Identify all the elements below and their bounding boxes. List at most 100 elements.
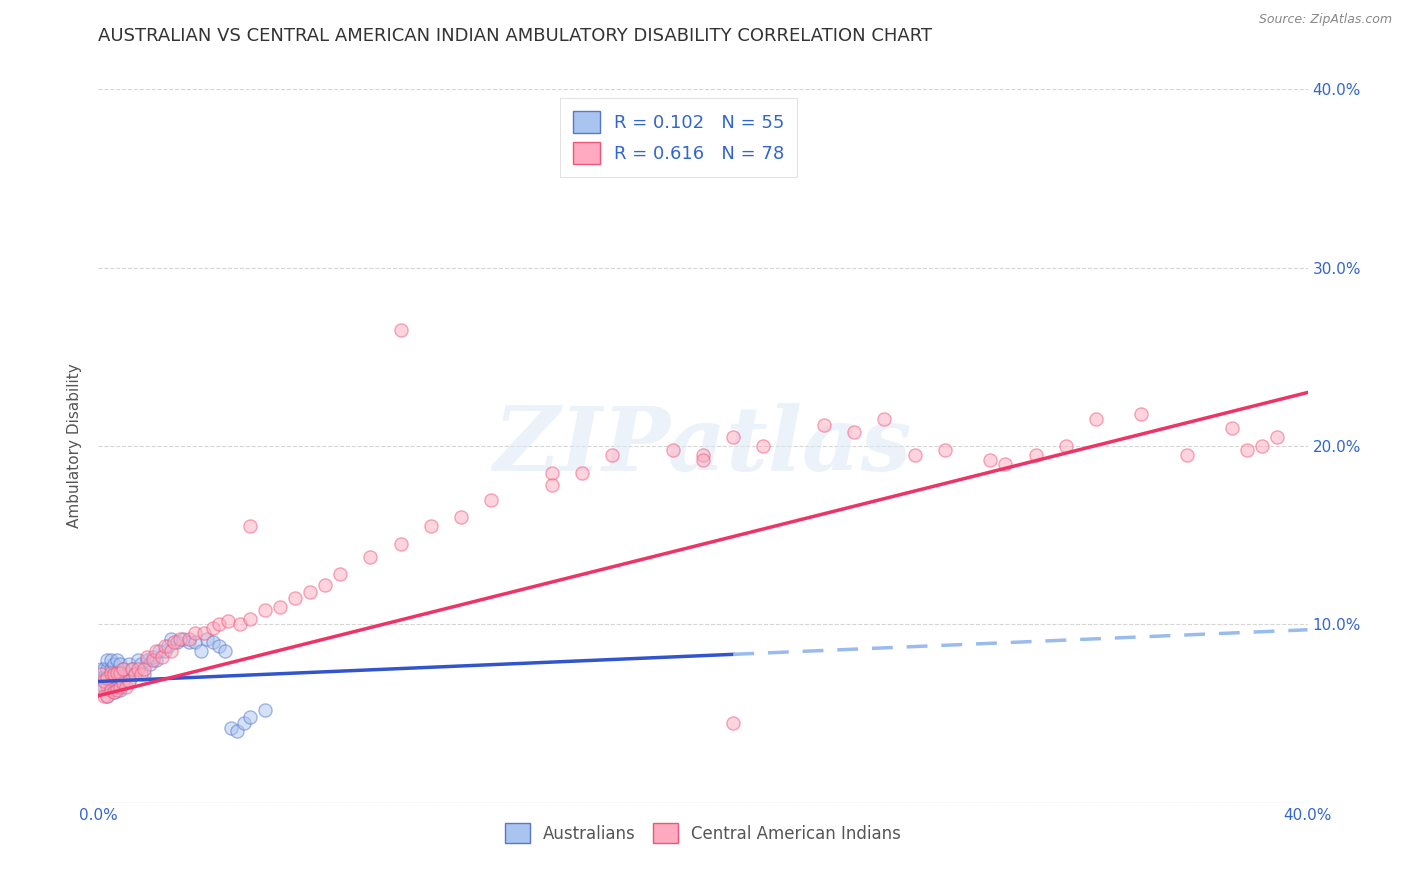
Point bbox=[202, 621, 225, 635]
Point bbox=[661, 442, 683, 457]
Point bbox=[166, 635, 188, 649]
Point bbox=[1175, 448, 1198, 462]
Point bbox=[100, 665, 122, 680]
Point bbox=[142, 653, 165, 667]
Point bbox=[239, 612, 262, 626]
Point bbox=[96, 689, 118, 703]
Point bbox=[111, 662, 134, 676]
Point bbox=[118, 674, 141, 689]
Point bbox=[184, 635, 207, 649]
Point bbox=[148, 644, 170, 658]
Point bbox=[239, 519, 262, 533]
Point bbox=[217, 614, 239, 628]
Point bbox=[124, 667, 146, 681]
Point bbox=[142, 649, 165, 664]
Point bbox=[105, 683, 128, 698]
Point bbox=[108, 671, 131, 685]
Point bbox=[93, 680, 115, 694]
Point bbox=[540, 478, 562, 492]
Point bbox=[752, 439, 775, 453]
Point bbox=[1236, 442, 1258, 457]
Point bbox=[103, 667, 125, 681]
Point bbox=[105, 680, 128, 694]
Point bbox=[93, 671, 115, 685]
Point bbox=[114, 680, 136, 694]
Point bbox=[93, 662, 115, 676]
Point bbox=[118, 674, 141, 689]
Text: ZIPatlas: ZIPatlas bbox=[495, 403, 911, 489]
Point bbox=[420, 519, 443, 533]
Point bbox=[904, 448, 927, 462]
Point bbox=[121, 662, 143, 676]
Point bbox=[108, 657, 131, 671]
Point bbox=[108, 680, 131, 694]
Point bbox=[96, 653, 118, 667]
Point bbox=[127, 662, 149, 676]
Point bbox=[329, 567, 352, 582]
Point bbox=[202, 635, 225, 649]
Point bbox=[139, 657, 162, 671]
Point bbox=[103, 665, 125, 680]
Point bbox=[93, 689, 115, 703]
Point bbox=[169, 632, 191, 646]
Point bbox=[111, 662, 134, 676]
Point bbox=[132, 662, 155, 676]
Point bbox=[153, 644, 176, 658]
Point bbox=[284, 591, 307, 605]
Point bbox=[124, 667, 146, 681]
Point bbox=[145, 653, 167, 667]
Point bbox=[389, 323, 412, 337]
Point bbox=[111, 676, 134, 690]
Point bbox=[723, 430, 745, 444]
Point bbox=[160, 644, 183, 658]
Point bbox=[135, 649, 157, 664]
Point bbox=[127, 653, 149, 667]
Point bbox=[226, 724, 249, 739]
Point bbox=[103, 657, 125, 671]
Point bbox=[481, 492, 503, 507]
Point bbox=[111, 674, 134, 689]
Point bbox=[229, 617, 252, 632]
Point bbox=[692, 453, 714, 467]
Point bbox=[156, 639, 179, 653]
Point bbox=[389, 537, 412, 551]
Point bbox=[179, 635, 201, 649]
Point bbox=[90, 662, 112, 676]
Point bbox=[253, 703, 276, 717]
Text: Source: ZipAtlas.com: Source: ZipAtlas.com bbox=[1258, 13, 1392, 27]
Text: AUSTRALIAN VS CENTRAL AMERICAN INDIAN AMBULATORY DISABILITY CORRELATION CHART: AUSTRALIAN VS CENTRAL AMERICAN INDIAN AM… bbox=[98, 27, 932, 45]
Point bbox=[571, 466, 593, 480]
Point bbox=[1251, 439, 1274, 453]
Point bbox=[100, 671, 122, 685]
Y-axis label: Ambulatory Disability: Ambulatory Disability bbox=[67, 364, 83, 528]
Point bbox=[145, 644, 167, 658]
Point bbox=[602, 448, 624, 462]
Point bbox=[360, 549, 382, 564]
Point bbox=[96, 689, 118, 703]
Point bbox=[1085, 412, 1108, 426]
Point bbox=[239, 710, 262, 724]
Point bbox=[105, 653, 128, 667]
Point bbox=[153, 639, 176, 653]
Point bbox=[93, 674, 115, 689]
Point bbox=[103, 685, 125, 699]
Point bbox=[96, 662, 118, 676]
Point bbox=[103, 674, 125, 689]
Point bbox=[253, 603, 276, 617]
Legend: Australians, Central American Indians: Australians, Central American Indians bbox=[496, 814, 910, 852]
Point bbox=[450, 510, 472, 524]
Point bbox=[214, 644, 236, 658]
Point bbox=[121, 662, 143, 676]
Point bbox=[96, 671, 118, 685]
Point bbox=[314, 578, 336, 592]
Point bbox=[208, 617, 231, 632]
Point bbox=[540, 466, 562, 480]
Point bbox=[195, 632, 218, 646]
Point bbox=[90, 671, 112, 685]
Point bbox=[103, 685, 125, 699]
Point bbox=[132, 667, 155, 681]
Point bbox=[1130, 407, 1153, 421]
Point bbox=[1267, 430, 1289, 444]
Point bbox=[150, 649, 173, 664]
Point bbox=[90, 680, 112, 694]
